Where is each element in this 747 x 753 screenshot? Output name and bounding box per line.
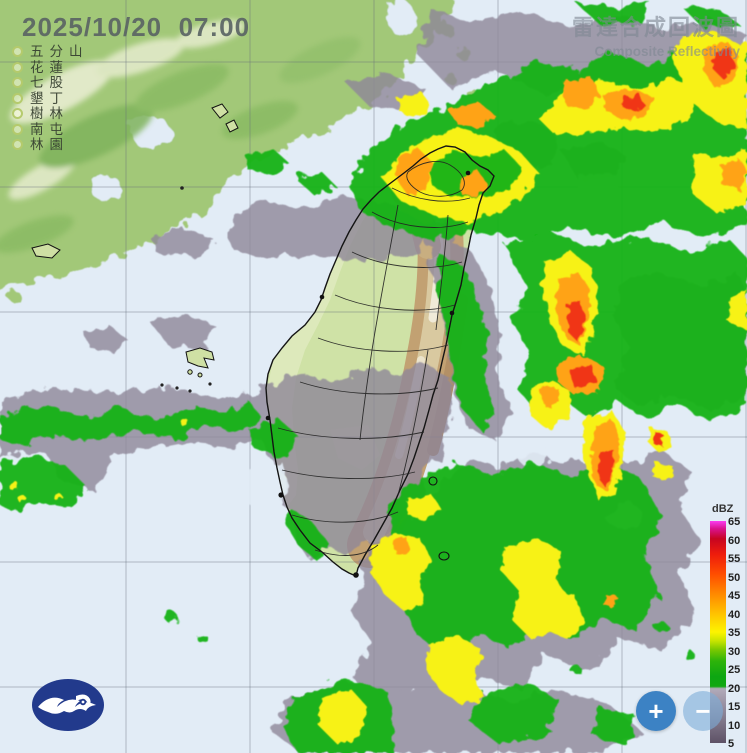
colorbar-label: 20 [728,682,741,695]
station-toggle-icon[interactable] [12,61,23,73]
colorbar-label: 5 [728,738,735,750]
colorbar-label: 55 [728,553,741,565]
colorbar-label: 30 [728,645,741,658]
colorbar-label: 10 [728,719,741,732]
colorbar-label: 15 [728,701,741,713]
station-toggle-list: 五分山 花蓮 七股 墾丁 樹林 南屯 林園 [12,44,89,153]
colorbar-label: 65 [728,516,741,528]
plus-icon: + [648,696,664,726]
station-toggle-icon[interactable] [12,108,23,120]
minus-icon: − [695,696,711,726]
colorbar-title: dBZ [712,503,734,515]
echo-layer-red [568,48,735,488]
cwb-logo-icon [32,679,104,731]
china-coast-land [0,0,477,301]
station-toggle-icon[interactable] [12,92,23,104]
colorbar-label: 45 [728,590,741,602]
dbz-colorbar: dBZ 65 60 55 50 45 40 35 30 25 20 15 10 … [704,503,747,751]
city-dots [265,170,471,578]
station-toggle-wufenshan[interactable]: 五分山 [12,44,89,60]
timestamp-label: 2025/10/20 07:00 [22,12,251,42]
station-toggle-linyuan[interactable]: 林園 [12,137,89,153]
station-toggle-qigu[interactable]: 七股 [12,75,89,91]
map-title-en: Composite Reflectivity [594,44,740,59]
colorbar-label: 25 [728,664,741,676]
map-title-zh: 雷達合成回波圖 [571,15,740,40]
zoom-controls: + − [636,691,723,731]
zoom-in-button[interactable]: + [636,691,676,731]
station-toggle-hualien[interactable]: 花蓮 [12,60,89,76]
offshore-islands [31,103,450,561]
colorbar-gradient [710,521,726,743]
station-toggle-kenting[interactable]: 墾丁 [12,91,89,107]
station-toggle-shulin[interactable]: 樹林 [12,106,89,122]
colorbar-label: 60 [728,534,741,547]
zoom-out-button[interactable]: − [683,691,723,731]
colorbar-label: 40 [728,608,741,621]
map-title: 雷達合成回波圖 Composite Reflectivity [572,10,740,59]
station-toggle-nantun[interactable]: 南屯 [12,122,89,138]
taiwan-linework [265,145,495,578]
station-toggle-icon[interactable] [12,46,23,58]
colorbar-label: 35 [728,627,741,639]
cwb-logo [30,678,106,733]
station-toggle-icon[interactable] [12,139,23,151]
colorbar-label: 50 [728,571,741,584]
station-toggle-icon[interactable] [12,77,23,89]
station-toggle-icon[interactable] [12,123,23,135]
